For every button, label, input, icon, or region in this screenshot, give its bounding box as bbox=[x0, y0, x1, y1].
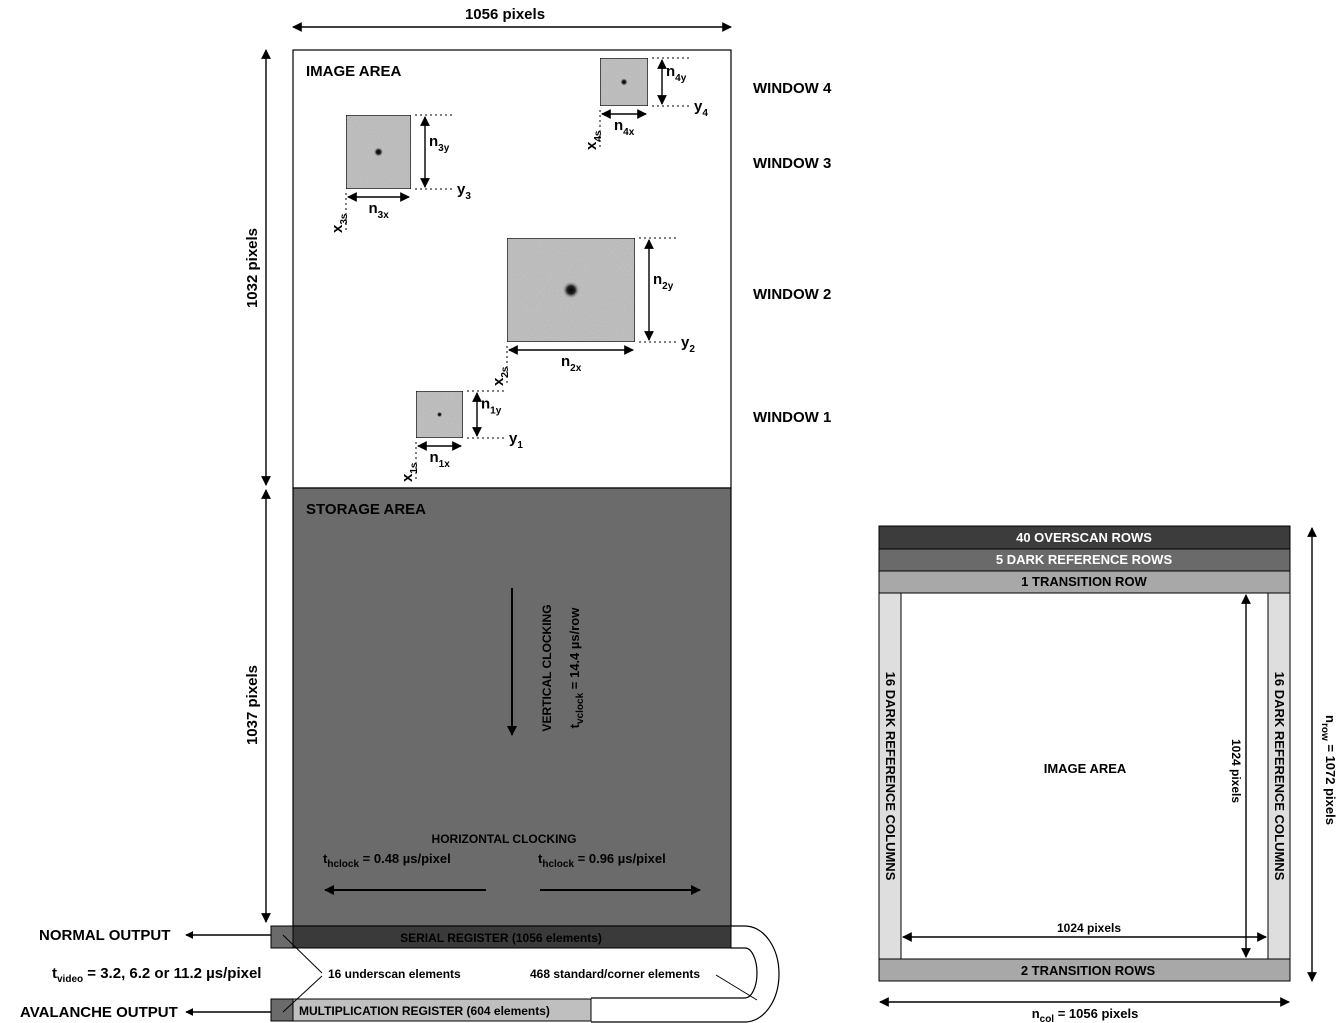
dark-ref-rows-label: 5 DARK REFERENCE ROWS bbox=[996, 552, 1173, 567]
image-height-label: 1032 pixels bbox=[244, 228, 261, 308]
normal-output-label: NORMAL OUTPUT bbox=[39, 927, 170, 944]
storage-height-label: 1037 pixels bbox=[244, 665, 261, 745]
thclock-right-label: thclock = 0.96 µs/pixel bbox=[538, 851, 666, 870]
ncol-label: ncol = 1056 pixels bbox=[1032, 1006, 1139, 1023]
layout-image-area bbox=[900, 592, 1269, 960]
transition-rows-bottom-label: 2 TRANSITION ROWS bbox=[1021, 963, 1156, 978]
window-3-caption: WINDOW 3 bbox=[753, 155, 831, 172]
top-width-label: 1056 pixels bbox=[465, 6, 545, 23]
serial-underscan-block bbox=[270, 925, 294, 949]
window-2-star bbox=[562, 281, 580, 299]
underscan-label: 16 underscan elements bbox=[328, 967, 461, 981]
layout-diagram: 40 OVERSCAN ROWS 5 DARK REFERENCE ROWS 1… bbox=[878, 525, 1338, 1023]
layout-image-area-label: IMAGE AREA bbox=[1044, 761, 1127, 776]
window-4-xs-label: x4s bbox=[583, 130, 604, 150]
window-1-xs-label: x1s bbox=[399, 462, 420, 482]
window-1-star bbox=[436, 411, 443, 418]
window-3-xs-label: x3s bbox=[329, 213, 350, 233]
window-3-y-label: y3 bbox=[457, 181, 471, 202]
window-4-ny-label: n4y bbox=[666, 63, 687, 84]
underscan-pointer-top bbox=[282, 934, 323, 974]
window-3-star bbox=[373, 147, 384, 157]
window-2-nx-label: n2x bbox=[561, 353, 582, 374]
window-2-y-label: y2 bbox=[681, 334, 695, 355]
dark-ref-cols-left-label: 16 DARK REFERENCE COLUMNS bbox=[883, 672, 898, 881]
window-1-nx-label: n1x bbox=[430, 449, 451, 470]
multiplication-end-block bbox=[270, 998, 294, 1022]
standard-elements-pointer bbox=[715, 974, 758, 1001]
underscan-pointer-bottom bbox=[282, 975, 323, 1013]
tvideo-label: tvideo = 3.2, 6.2 or 11.2 µs/pixel bbox=[52, 965, 261, 985]
window-2-xs-label: x2s bbox=[490, 366, 511, 386]
vertical-clocking-label: VERTICAL CLOCKING bbox=[540, 604, 554, 731]
window-4-caption: WINDOW 4 bbox=[753, 80, 832, 97]
overscan-rows-label: 40 OVERSCAN ROWS bbox=[1016, 530, 1152, 545]
dark-ref-cols-right-label: 16 DARK REFERENCE COLUMNS bbox=[1272, 672, 1287, 881]
window-3-ny-label: n3y bbox=[429, 133, 450, 154]
tvclock-label: tvclock = 14.4 µs/row bbox=[567, 607, 586, 729]
window-1-ny-label: n1y bbox=[481, 396, 502, 417]
window-1-y-label: y1 bbox=[509, 430, 523, 451]
register-loop-outer bbox=[591, 925, 780, 1023]
avalanche-output-label: AVALANCHE OUTPUT bbox=[20, 1004, 178, 1021]
inner-height-label: 1024 pixels bbox=[1229, 739, 1243, 803]
nrow-label: nrow = 1072 pixels bbox=[1319, 715, 1338, 825]
window-3-nx-label: n3x bbox=[369, 200, 390, 221]
standard-elements-label: 468 standard/corner elements bbox=[530, 967, 700, 981]
thclock-left-label: thclock = 0.48 µs/pixel bbox=[323, 851, 451, 870]
window-4-nx-label: n4x bbox=[614, 117, 635, 138]
storage-area-title: STORAGE AREA bbox=[306, 501, 426, 518]
window-2-caption: WINDOW 2 bbox=[753, 286, 831, 303]
transition-row-label: 1 TRANSITION ROW bbox=[1021, 574, 1147, 589]
inner-width-label: 1024 pixels bbox=[1057, 921, 1121, 935]
register-loop-inner bbox=[591, 947, 758, 999]
windows-group: n4y n4x y4 x4s WINDOW 4 n3y n3x y3 x3s WINDOW 3 n2… bbox=[329, 57, 832, 482]
transition-rows-bottom-band bbox=[878, 958, 1291, 982]
horizontal-clocking-label: HORIZONTAL CLOCKING bbox=[432, 832, 577, 846]
window-1-caption: WINDOW 1 bbox=[753, 409, 831, 426]
window-4-star bbox=[620, 78, 628, 86]
multiplication-register-label: MULTIPLICATION REGISTER (604 elements) bbox=[299, 1004, 550, 1018]
window-2-ny-label: n2y bbox=[653, 271, 674, 292]
image-area-title: IMAGE AREA bbox=[306, 63, 401, 80]
window-4-y-label: y4 bbox=[694, 98, 708, 119]
serial-register-label: SERIAL REGISTER (1056 elements) bbox=[400, 931, 602, 945]
